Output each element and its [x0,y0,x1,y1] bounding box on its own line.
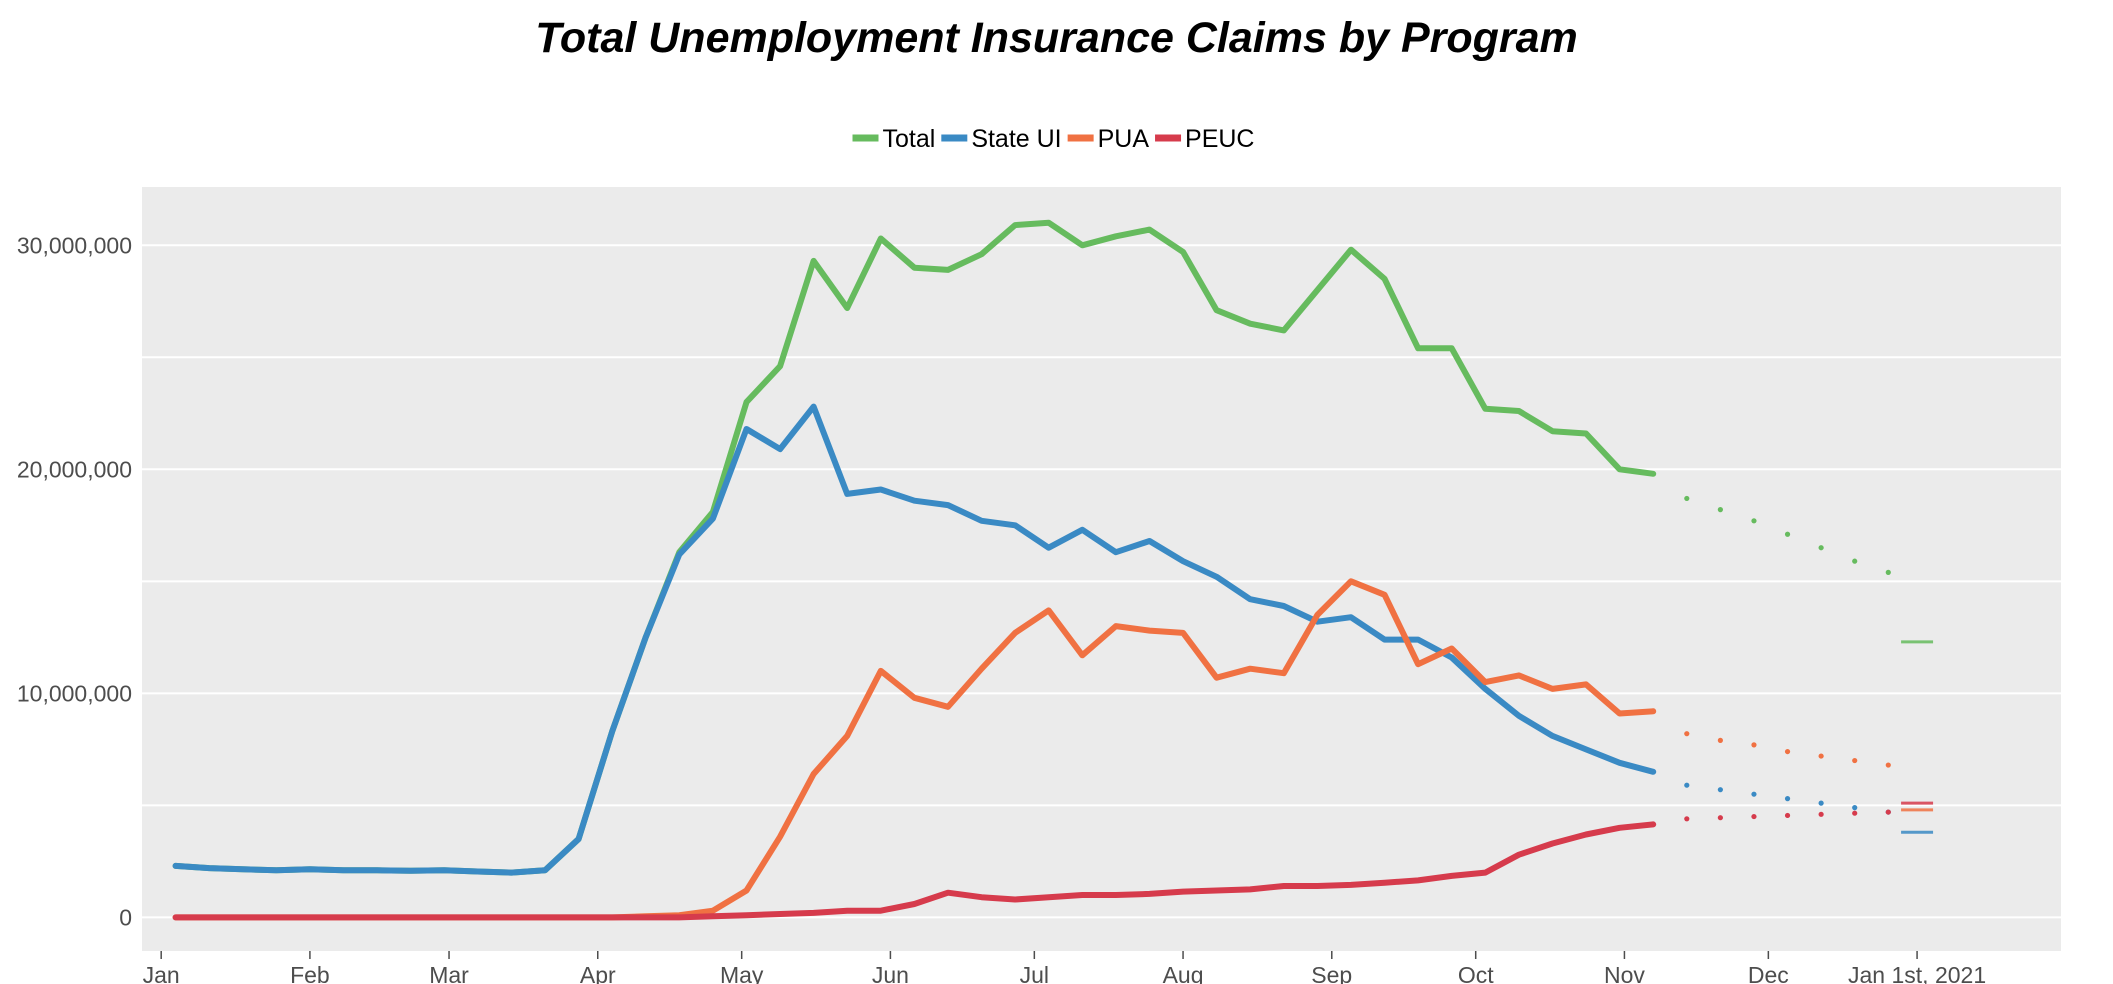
forecast-point-peuc-4 [1784,812,1791,819]
legend-label-total: Total [883,125,936,153]
x-tick-label-12: Jan 1st, 2021 [1848,962,1986,984]
x-tick-label-9: Oct [1458,962,1494,984]
x-tick-label-11: Dec [1748,962,1789,984]
x-tick-label-2: Mar [429,962,469,984]
forecast-point-pua-1 [1684,731,1690,737]
forecast-point-state-ui-4 [1784,796,1791,802]
forecast-point-pua-7 [1885,762,1891,768]
y-tick-label-3: 30,000,000 [17,232,132,258]
x-tick-label-4: May [720,962,764,984]
forecast-point-pua-2 [1717,737,1723,743]
x-tick-label-10: Nov [1604,962,1645,984]
forecast-point-state-ui-6 [1852,805,1858,811]
forecast-point-total-1 [1684,495,1690,502]
forecast-point-peuc-1 [1684,816,1690,822]
forecast-point-peuc-7 [1885,809,1891,815]
forecast-point-pua-3 [1751,742,1757,748]
forecast-point-peuc-6 [1852,810,1858,816]
forecast-point-total-4 [1784,531,1791,537]
plot-area [142,187,2061,951]
forecast-point-peuc-3 [1751,813,1757,820]
x-tick-label-3: Apr [580,962,616,984]
y-tick-label-2: 20,000,000 [17,456,132,482]
y-tick-label-1: 10,000,000 [17,680,132,706]
forecast-point-state-ui-5 [1818,800,1824,806]
legend-label-state-ui: State UI [971,125,1061,153]
forecast-point-state-ui-2 [1717,787,1723,793]
x-tick-label-5: Jun [872,962,909,984]
forecast-point-total-6 [1852,558,1858,564]
x-tick-label-1: Feb [290,962,330,984]
forecast-point-pua-4 [1784,748,1791,755]
x-tick-label-7: Aug [1163,962,1204,984]
forecast-point-total-7 [1885,569,1891,575]
forecast-point-total-3 [1751,518,1757,524]
x-tick-label-8: Sep [1311,962,1352,984]
forecast-point-total-2 [1717,507,1723,513]
forecast-point-state-ui-1 [1684,782,1690,788]
chart-title: Total Unemployment Insurance Claims by P… [535,14,1578,62]
forecast-point-pua-6 [1852,757,1858,764]
series-line-peuc [172,821,1657,921]
forecast-point-peuc-2 [1717,815,1723,821]
legend-label-pua: PUA [1098,125,1150,153]
legend-label-peuc: PEUC [1185,125,1254,153]
forecast-point-pua-5 [1818,753,1824,759]
y-tick-label-0: 0 [119,904,132,930]
forecast-point-state-ui-3 [1751,791,1757,797]
x-tick-label-0: Jan [143,962,180,984]
x-tick-label-6: Jul [1020,962,1049,984]
forecast-point-peuc-5 [1818,811,1824,817]
forecast-point-total-5 [1818,545,1824,551]
